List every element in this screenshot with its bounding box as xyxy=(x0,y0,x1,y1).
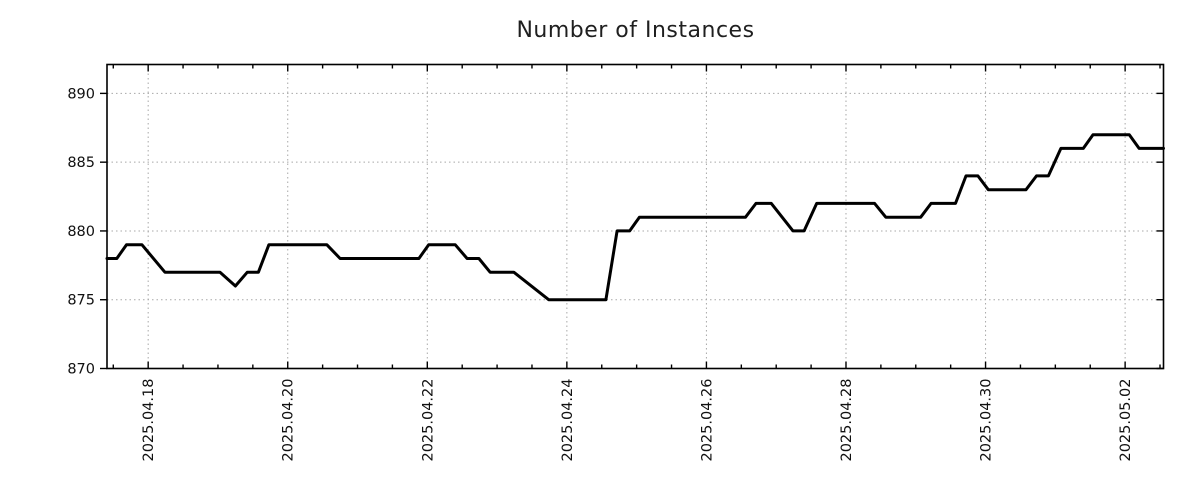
x-tick-label: 2025.04.30 xyxy=(979,379,995,462)
chart-title: Number of Instances xyxy=(516,18,755,43)
series-line-instances xyxy=(105,133,1165,302)
y-tick-label: 890 xyxy=(67,86,95,102)
x-tick-label: 2025.04.20 xyxy=(281,379,297,462)
x-tick-label: 2025.05.02 xyxy=(1118,379,1134,462)
x-tick-label: 2025.04.18 xyxy=(141,379,157,462)
x-tick-label: 2025.04.24 xyxy=(560,379,576,462)
x-tick-label: 2025.04.26 xyxy=(699,379,715,462)
y-tick-label: 885 xyxy=(67,155,95,171)
plot-border xyxy=(106,63,1165,370)
y-tick-label: 880 xyxy=(67,224,95,240)
x-tick-label: 2025.04.22 xyxy=(420,379,436,462)
y-tick-label: 870 xyxy=(67,362,95,378)
x-tick-label: 2025.04.28 xyxy=(839,379,855,462)
y-tick-label: 875 xyxy=(67,293,95,309)
